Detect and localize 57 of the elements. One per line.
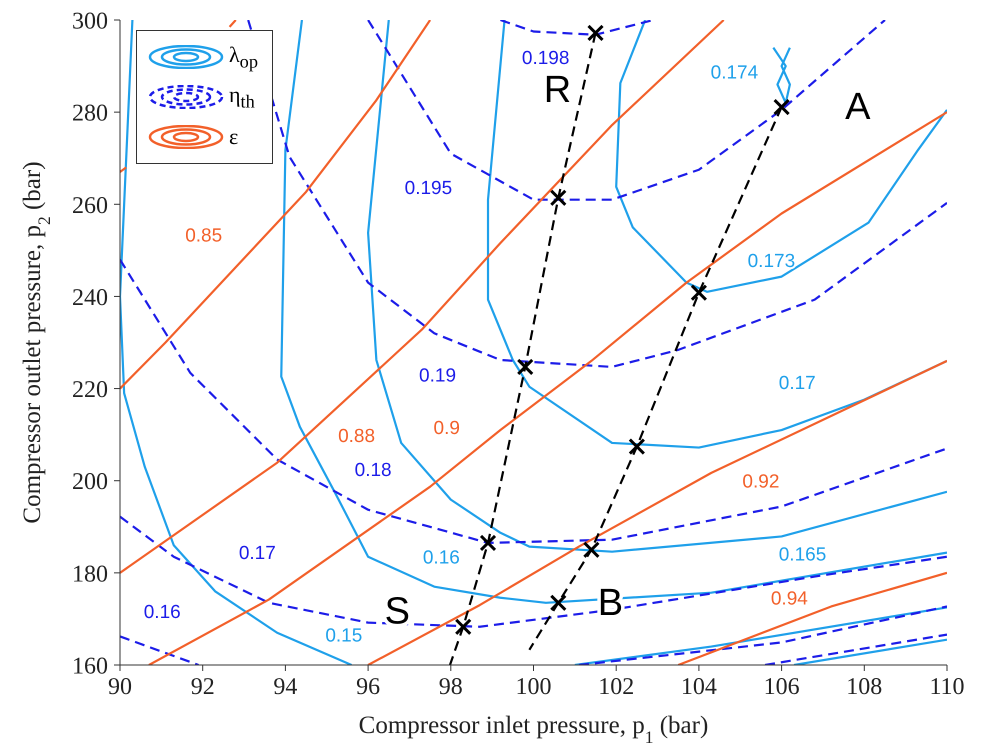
annotation: 0.15 bbox=[325, 626, 362, 647]
y-tick-label: 300 bbox=[72, 8, 108, 35]
annotation: 0.94 bbox=[770, 588, 808, 610]
line-series bbox=[772, 46, 791, 104]
annotation: 0.19 bbox=[419, 365, 456, 386]
annotation: 0.18 bbox=[354, 460, 392, 481]
annotation: A bbox=[845, 86, 872, 128]
x-tick-label: 94 bbox=[273, 674, 298, 700]
annotation: 0.17 bbox=[238, 543, 276, 564]
point bbox=[587, 24, 604, 42]
y-tick-label: 160 bbox=[72, 654, 108, 680]
legend-label: η$_{th}$ bbox=[229, 82, 255, 112]
x-tick-label: 108 bbox=[846, 674, 882, 700]
x-tick-label: 96 bbox=[356, 674, 380, 700]
annotation: 0.92 bbox=[742, 472, 780, 493]
annotation: 0.198 bbox=[522, 48, 570, 70]
x-tick-label: 110 bbox=[929, 674, 965, 700]
x-tick-label: 106 bbox=[764, 674, 800, 700]
annotation: 0.88 bbox=[338, 426, 376, 448]
annotation: 0.174 bbox=[710, 62, 759, 84]
y-tick-label: 280 bbox=[72, 100, 108, 127]
y-tick-label: 200 bbox=[72, 469, 108, 496]
line-series bbox=[120, 516, 947, 628]
point bbox=[516, 358, 534, 376]
point bbox=[582, 541, 600, 558]
point bbox=[480, 534, 497, 552]
point bbox=[773, 98, 790, 116]
annotation: 0.165 bbox=[778, 544, 826, 566]
annotation: 0.195 bbox=[404, 178, 452, 199]
annotation: 0.173 bbox=[748, 250, 796, 272]
line-series bbox=[367, 20, 886, 201]
legend-label: λ$_{op}$ bbox=[229, 42, 258, 72]
x-tick-label: 104 bbox=[680, 674, 717, 700]
y-tick-label: 240 bbox=[72, 284, 108, 311]
point bbox=[550, 189, 567, 206]
point bbox=[690, 284, 708, 302]
y-tick-label: 260 bbox=[72, 192, 108, 219]
point bbox=[454, 618, 472, 636]
point bbox=[550, 594, 567, 612]
annotation: 0.16 bbox=[144, 602, 181, 623]
legend-label: ε bbox=[229, 124, 238, 150]
x-tick-label: 98 bbox=[438, 674, 463, 700]
x-tick-label: 90 bbox=[108, 674, 132, 700]
x-tick-label: 100 bbox=[516, 674, 552, 700]
x-tick-label: 92 bbox=[190, 674, 215, 700]
annotation: S bbox=[384, 590, 410, 633]
annotation: 0.17 bbox=[778, 373, 816, 394]
point bbox=[628, 438, 646, 456]
annotation: 0.16 bbox=[422, 547, 460, 568]
annotation: 0.85 bbox=[185, 226, 222, 247]
x-tick-label: 102 bbox=[598, 674, 634, 700]
annotation: R bbox=[544, 69, 572, 112]
annotation: 0.9 bbox=[434, 418, 460, 439]
x-axis-title: Compressor inlet pressure, p$_{1}$ (bar) bbox=[358, 712, 708, 747]
y-tick-label: 220 bbox=[72, 377, 108, 404]
line-series bbox=[615, 20, 947, 293]
y-tick-label: 180 bbox=[72, 561, 108, 588]
